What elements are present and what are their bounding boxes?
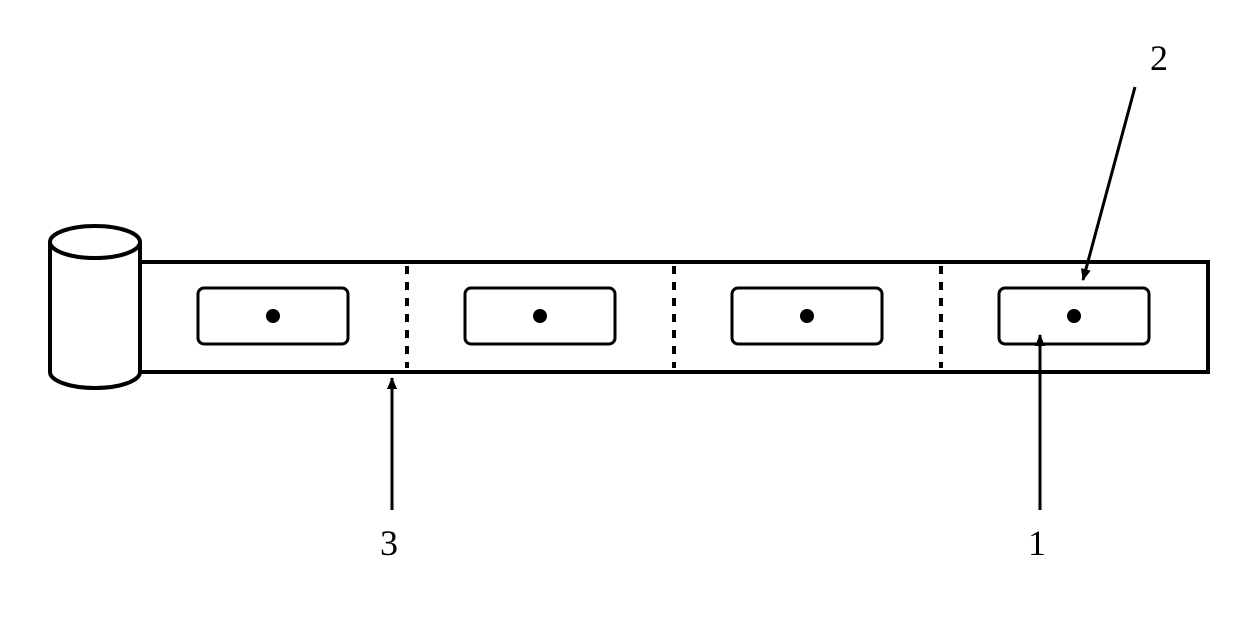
label-3: 3 xyxy=(380,523,398,563)
cylinder-body-fill xyxy=(50,242,140,372)
inner-dot xyxy=(1067,309,1081,323)
inner-dot xyxy=(266,309,280,323)
inner-dot xyxy=(800,309,814,323)
inner-dot xyxy=(533,309,547,323)
label-1: 1 xyxy=(1028,523,1046,563)
canvas-background xyxy=(0,0,1240,642)
label-2: 2 xyxy=(1150,38,1168,78)
cylinder-top-ellipse xyxy=(50,226,140,258)
